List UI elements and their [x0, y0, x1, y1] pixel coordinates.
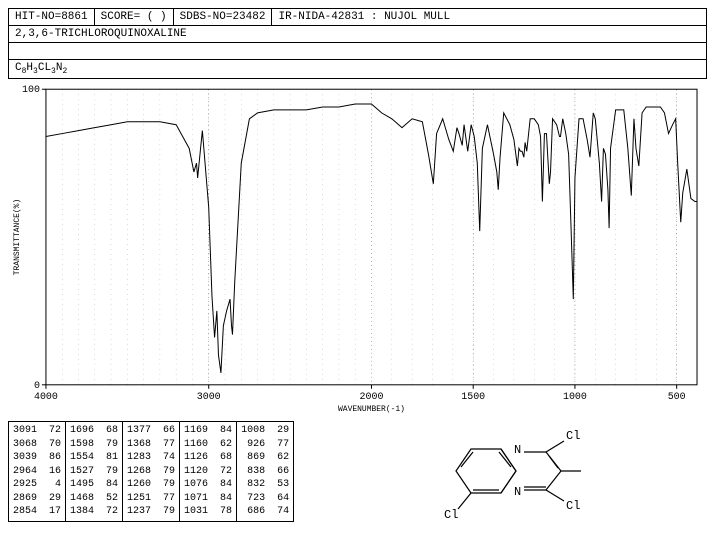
svg-text:3000: 3000 [197, 391, 221, 402]
header-bar: HIT-NO=8861 SCORE= ( ) SDBS-NO=23482 IR-… [8, 8, 707, 26]
peak-entry: 1008 29 [241, 424, 289, 438]
svg-text:0: 0 [34, 380, 40, 391]
peak-entry: 1160 62 [184, 438, 232, 452]
peak-entry: 2854 17 [13, 505, 61, 519]
ir-info: IR-NIDA-42831 : NUJOL MULL [272, 9, 706, 25]
peak-entry: 1251 77 [127, 492, 175, 506]
peak-entry: 1468 52 [70, 492, 118, 506]
ir-spectrum-chart: 4000 3000 2000 1500 1000 500 0 100 WAVENUMBER(-1… [8, 83, 707, 413]
peak-entry: 869 62 [241, 451, 289, 465]
peak-entry: 832 53 [241, 478, 289, 492]
peak-entry: 838 66 [241, 465, 289, 479]
peak-entry: 3068 70 [13, 438, 61, 452]
peak-entry: 1076 84 [184, 478, 232, 492]
peak-entry: 1696 68 [70, 424, 118, 438]
svg-text:TRANSMITTANCE(%): TRANSMITTANCE(%) [13, 199, 22, 276]
svg-text:2000: 2000 [360, 391, 384, 402]
peak-entry: 1031 78 [184, 505, 232, 519]
atom-n2: N [514, 485, 521, 499]
peak-entry: 1283 74 [127, 451, 175, 465]
peak-entry: 2869 29 [13, 492, 61, 506]
peak-entry: 686 74 [241, 505, 289, 519]
peak-entry: 1126 68 [184, 451, 232, 465]
peak-entry: 2964 16 [13, 465, 61, 479]
peak-entry: 1495 84 [70, 478, 118, 492]
peak-entry: 926 77 [241, 438, 289, 452]
molecular-structure: N N Cl Cl Cl [314, 421, 707, 521]
peak-entry: 1237 79 [127, 505, 175, 519]
svg-text:4000: 4000 [34, 391, 58, 402]
svg-text:1000: 1000 [563, 391, 587, 402]
peak-entry: 1527 79 [70, 465, 118, 479]
molecular-formula: C8H3CL3N2 [8, 60, 707, 79]
peak-entry: 1071 84 [184, 492, 232, 506]
svg-text:1500: 1500 [461, 391, 485, 402]
peak-entry: 3039 86 [13, 451, 61, 465]
atom-n1: N [514, 443, 521, 457]
peak-entry: 3091 72 [13, 424, 61, 438]
peak-entry: 1377 66 [127, 424, 175, 438]
peak-entry: 1260 79 [127, 478, 175, 492]
atom-cl3: Cl [566, 499, 580, 513]
peak-entry: 1554 81 [70, 451, 118, 465]
blank-row [8, 43, 707, 60]
sdbs-no: SDBS-NO=23482 [174, 9, 273, 25]
hit-no: HIT-NO=8861 [9, 9, 95, 25]
atom-cl1: Cl [444, 508, 458, 521]
atom-cl2: Cl [566, 429, 580, 443]
svg-text:500: 500 [668, 391, 686, 402]
peak-entry: 1169 84 [184, 424, 232, 438]
peak-entry: 1120 72 [184, 465, 232, 479]
compound-name: 2,3,6-TRICHLOROQUINOXALINE [8, 26, 707, 43]
peak-entry: 1384 72 [70, 505, 118, 519]
score: SCORE= ( ) [95, 9, 174, 25]
peak-entry: 2925 4 [13, 478, 61, 492]
peak-entry: 1268 79 [127, 465, 175, 479]
peak-entry: 1598 79 [70, 438, 118, 452]
svg-text:100: 100 [22, 84, 40, 95]
svg-text:WAVENUMBER(-1): WAVENUMBER(-1) [338, 405, 405, 413]
peak-table: 3091 723068 703039 862964 162925 42869 2… [8, 421, 294, 522]
peak-entry: 723 64 [241, 492, 289, 506]
peak-entry: 1368 77 [127, 438, 175, 452]
chart-svg: 4000 3000 2000 1500 1000 500 0 100 WAVENUMBER(-1… [8, 83, 707, 413]
